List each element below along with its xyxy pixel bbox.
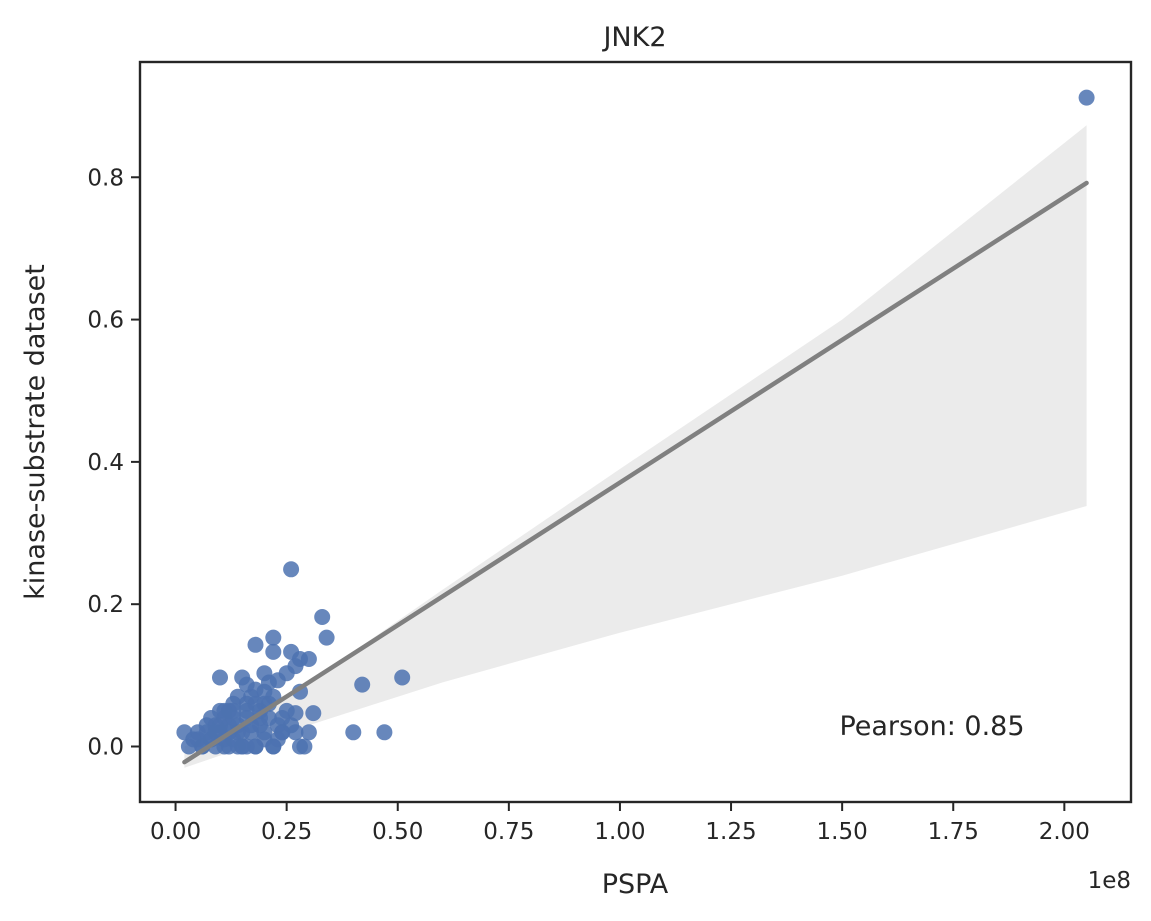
data-point	[318, 629, 335, 646]
y-axis-title: kinase-substrate dataset	[20, 264, 51, 600]
data-point	[376, 724, 393, 741]
x-axis: 0.00 0.25 0.50 0.75 1.00 1.25 1.50 1.75 2.00	[150, 802, 1090, 845]
data-point	[247, 681, 264, 698]
x-tick-label: 1.75	[928, 819, 979, 845]
y-tick-label: 0.0	[87, 735, 124, 761]
data-point	[292, 651, 308, 667]
data-point	[234, 738, 251, 755]
x-tick-label: 0.25	[261, 819, 312, 845]
x-axis-title: PSPA	[602, 869, 669, 900]
data-point	[247, 636, 264, 653]
chart-title: JNK2	[601, 22, 666, 53]
data-point	[265, 738, 282, 755]
data-point	[1078, 89, 1095, 106]
y-tick-label: 0.6	[87, 308, 124, 334]
data-point	[260, 674, 277, 691]
data-point	[274, 724, 291, 741]
data-point	[314, 609, 331, 625]
data-point	[212, 669, 228, 686]
data-point	[256, 724, 273, 741]
data-point	[229, 688, 246, 705]
x-tick-label: 0.50	[372, 819, 423, 845]
data-point	[216, 738, 233, 755]
data-point	[207, 724, 224, 741]
confidence-band	[184, 125, 1087, 768]
data-point	[305, 705, 322, 722]
pearson-annotation: Pearson: 0.85	[839, 711, 1024, 742]
data-point	[283, 561, 300, 578]
x-tick-label: 1.00	[594, 819, 645, 845]
y-axis: 0.0 0.2 0.4 0.6 0.8	[87, 165, 140, 761]
data-point	[265, 629, 282, 646]
x-axis-offset-label: 1e8	[1088, 868, 1131, 894]
y-tick-label: 0.8	[87, 165, 124, 191]
regression-line	[182, 180, 1089, 765]
data-point	[265, 643, 282, 660]
x-tick-label: 1.50	[817, 819, 868, 845]
plot-area	[176, 89, 1095, 768]
x-tick-label: 0.00	[150, 819, 201, 845]
data-point	[345, 724, 362, 741]
x-tick-label: 0.75	[483, 819, 534, 845]
data-point	[300, 724, 317, 741]
axes-frame	[138, 60, 1133, 804]
data-point	[394, 669, 411, 686]
x-tick-label: 2.00	[1039, 819, 1090, 845]
data-point	[296, 738, 313, 755]
data-point	[354, 676, 371, 693]
y-tick-label: 0.2	[87, 592, 124, 618]
data-point	[278, 665, 295, 682]
x-tick-label: 1.25	[705, 819, 756, 845]
y-tick-label: 0.4	[87, 450, 124, 476]
data-point	[225, 702, 242, 719]
